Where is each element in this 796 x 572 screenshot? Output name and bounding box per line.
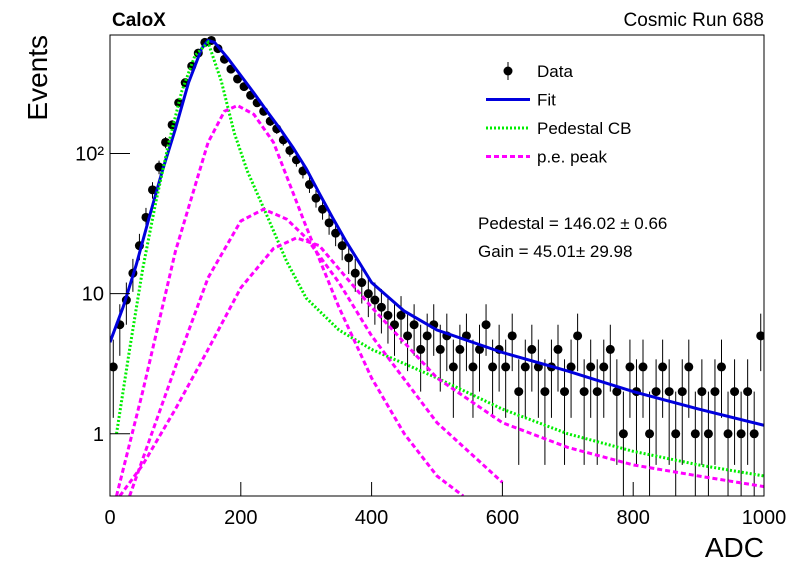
y-tick-label: 10²: [75, 143, 104, 165]
data-point: [233, 74, 243, 84]
x-axis-label: ADC: [705, 532, 764, 563]
data-point: [566, 362, 576, 372]
curve: [110, 38, 764, 427]
legend-label: p.e. peak: [537, 148, 607, 167]
data-point: [331, 228, 341, 238]
data-point: [370, 295, 380, 305]
chart-subtitle: Cosmic Run 688: [624, 10, 764, 31]
data-point: [736, 429, 746, 439]
data-point: [592, 387, 602, 397]
data-point: [488, 362, 498, 372]
data-point: [756, 331, 764, 341]
data-point: [599, 362, 609, 372]
data-point: [730, 387, 740, 397]
data-point: [311, 193, 321, 203]
data-point: [612, 387, 622, 397]
data-point: [383, 310, 393, 320]
data-point: [710, 387, 720, 397]
annotation: Pedestal = 146.02 ± 0.66: [478, 214, 667, 233]
data-point: [651, 387, 661, 397]
data-point: [318, 204, 328, 214]
data-point: [344, 253, 354, 263]
data-point: [357, 278, 367, 288]
data-point: [553, 344, 563, 354]
data-point: [697, 387, 707, 397]
curve: [128, 207, 504, 496]
data-point: [586, 362, 596, 372]
data-point: [579, 387, 589, 397]
chart-title: CaloX: [112, 10, 166, 31]
data-point: [677, 387, 687, 397]
data-point: [527, 344, 537, 354]
y-axis-label: Events: [22, 35, 53, 121]
data-point: [409, 320, 419, 330]
data-point: [475, 344, 485, 354]
x-tick-label: 400: [355, 507, 388, 529]
x-tick-label: 1000: [742, 507, 787, 529]
frame: [109, 34, 765, 497]
curve: [115, 103, 465, 496]
data-point: [148, 185, 158, 195]
plot-area: [110, 35, 764, 496]
data-point: [625, 362, 635, 372]
data-point: [573, 331, 583, 341]
data-point: [703, 429, 713, 439]
data-point: [658, 362, 668, 372]
data-point: [416, 344, 426, 354]
data-point: [403, 331, 413, 341]
data-point: [376, 302, 386, 312]
data-point: [501, 362, 511, 372]
data-point: [664, 387, 674, 397]
data-point: [645, 429, 655, 439]
data-point: [690, 429, 700, 439]
data-point: [324, 218, 334, 228]
x-tick-label: 800: [617, 507, 650, 529]
data-point: [605, 344, 615, 354]
data-point: [671, 429, 681, 439]
x-tick-label: 200: [224, 507, 257, 529]
curve: [115, 39, 764, 478]
data-point: [507, 331, 517, 341]
data-point: [350, 268, 360, 278]
data-point: [448, 362, 458, 372]
x-tick-label: 0: [104, 507, 115, 529]
data-point: [468, 362, 478, 372]
y-tick-label: 10: [82, 284, 104, 306]
legend-symbol: [503, 66, 513, 76]
legend-label: Pedestal CB: [537, 119, 632, 138]
data-point: [520, 362, 530, 372]
data-point: [684, 362, 694, 372]
data-point: [638, 362, 648, 372]
data-point: [481, 320, 491, 330]
data-point: [723, 429, 733, 439]
data-point: [337, 241, 347, 251]
legend-label: Fit: [537, 91, 556, 110]
y-tick-label: 1: [93, 424, 104, 446]
data-point: [749, 429, 759, 439]
data-point: [743, 387, 753, 397]
data-point: [110, 362, 118, 372]
legend-label: Data: [537, 62, 573, 81]
data-point: [560, 387, 570, 397]
data-point: [304, 180, 314, 190]
data-point: [514, 387, 524, 397]
annotation: Gain = 45.01± 29.98: [478, 242, 632, 261]
data-point: [618, 429, 628, 439]
data-point: [435, 344, 445, 354]
data-point: [455, 344, 465, 354]
data-point: [396, 310, 406, 320]
curve: [118, 236, 764, 496]
data-point: [363, 289, 373, 299]
data-point: [540, 387, 550, 397]
data-point: [389, 320, 399, 330]
data-point: [716, 362, 726, 372]
data-point: [422, 331, 432, 341]
x-tick-label: 600: [486, 507, 519, 529]
